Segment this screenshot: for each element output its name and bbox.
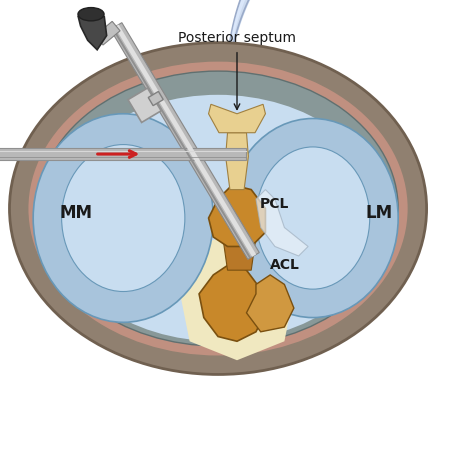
Text: LM: LM bbox=[365, 204, 393, 222]
Polygon shape bbox=[180, 256, 294, 360]
Ellipse shape bbox=[52, 95, 384, 341]
Ellipse shape bbox=[185, 237, 289, 294]
Polygon shape bbox=[209, 185, 265, 246]
Ellipse shape bbox=[33, 114, 213, 322]
Polygon shape bbox=[128, 88, 161, 122]
Ellipse shape bbox=[228, 118, 398, 318]
Ellipse shape bbox=[62, 145, 185, 292]
Polygon shape bbox=[148, 91, 163, 106]
Polygon shape bbox=[246, 275, 294, 332]
Polygon shape bbox=[95, 21, 120, 45]
Ellipse shape bbox=[28, 62, 408, 356]
Polygon shape bbox=[0, 148, 246, 160]
Polygon shape bbox=[110, 23, 259, 259]
Text: ACL: ACL bbox=[269, 258, 300, 273]
Ellipse shape bbox=[256, 147, 370, 289]
Polygon shape bbox=[223, 228, 256, 270]
Text: MM: MM bbox=[59, 204, 92, 222]
Ellipse shape bbox=[38, 71, 398, 346]
Polygon shape bbox=[78, 17, 107, 50]
Polygon shape bbox=[115, 25, 256, 257]
Polygon shape bbox=[226, 133, 248, 190]
Text: Posterior septum: Posterior septum bbox=[178, 31, 296, 45]
Polygon shape bbox=[199, 265, 265, 341]
Ellipse shape bbox=[9, 43, 427, 374]
Polygon shape bbox=[112, 27, 251, 258]
Ellipse shape bbox=[78, 8, 104, 21]
Text: PCL: PCL bbox=[260, 197, 290, 211]
Polygon shape bbox=[256, 190, 308, 256]
Polygon shape bbox=[209, 104, 265, 133]
